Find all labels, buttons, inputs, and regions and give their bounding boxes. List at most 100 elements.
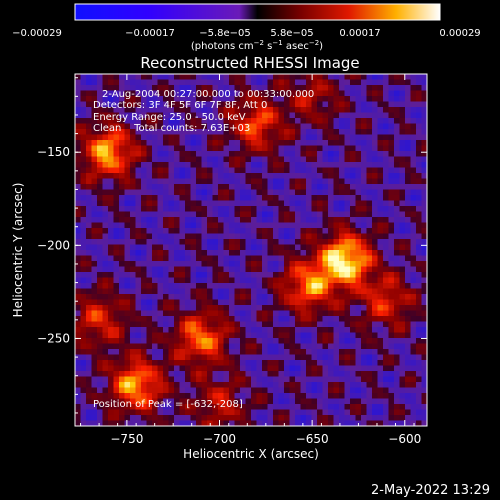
heatmap-cell xyxy=(207,178,213,185)
heatmap-cell xyxy=(152,96,158,102)
heatmap-cell xyxy=(306,327,312,333)
heatmap-cell xyxy=(240,151,246,157)
heatmap-cell xyxy=(355,387,362,394)
heatmap-cell xyxy=(377,140,384,146)
heatmap-cell xyxy=(168,156,175,163)
heatmap-cell xyxy=(361,112,367,119)
heatmap-cell xyxy=(196,376,202,383)
heatmap-cell xyxy=(245,420,252,427)
heatmap-cell xyxy=(394,272,400,278)
heatmap-cell xyxy=(366,299,373,306)
heatmap-cell xyxy=(251,151,257,157)
heatmap-cell xyxy=(179,118,186,124)
heatmap-cell xyxy=(256,123,263,130)
heatmap-cell xyxy=(262,266,268,273)
heatmap-cell xyxy=(416,398,422,405)
heatmap-cell xyxy=(256,211,263,218)
heatmap-cell xyxy=(218,305,224,311)
heatmap-cell xyxy=(405,365,411,372)
heatmap-cell xyxy=(86,349,92,355)
heatmap-cell xyxy=(179,327,186,333)
heatmap-cell xyxy=(273,415,279,421)
heatmap-cell xyxy=(179,404,186,410)
heatmap-cell xyxy=(201,217,208,223)
heatmap-cell xyxy=(207,184,213,190)
heatmap-cell xyxy=(388,178,395,185)
heatmap-cell xyxy=(311,393,318,399)
heatmap-cell xyxy=(179,420,186,427)
heatmap-cell xyxy=(311,261,318,267)
heatmap-cell xyxy=(284,360,290,366)
heatmap-cell xyxy=(185,211,191,218)
heatmap-cell xyxy=(251,112,257,119)
heatmap-cell xyxy=(388,145,395,152)
heatmap-cell xyxy=(190,294,197,300)
heatmap-cell xyxy=(394,90,400,97)
heatmap-cell xyxy=(278,96,285,102)
heatmap-cell xyxy=(196,343,202,350)
heatmap-cell xyxy=(179,85,186,91)
heatmap-cell xyxy=(306,294,312,300)
heatmap-cell xyxy=(212,239,219,245)
heatmap-cell xyxy=(333,156,340,163)
heatmap-cell xyxy=(328,382,334,388)
heatmap-cell xyxy=(278,360,285,366)
heatmap-cell xyxy=(240,134,246,141)
heatmap-cell xyxy=(410,349,417,355)
heatmap-cell xyxy=(179,272,186,278)
heatmap-cell xyxy=(157,167,164,174)
heatmap-cell xyxy=(124,162,131,168)
heatmap-cell xyxy=(372,151,378,157)
heatmap-cell xyxy=(201,239,208,245)
heatmap-cell xyxy=(157,409,164,416)
heatmap-cell xyxy=(108,376,114,383)
heatmap-cell xyxy=(416,184,422,190)
heatmap-cell xyxy=(377,195,384,201)
heatmap-cell xyxy=(234,118,241,124)
heatmap-cell xyxy=(284,299,290,306)
heatmap-cell xyxy=(350,283,356,289)
heatmap-cell xyxy=(229,178,235,185)
heatmap-cell xyxy=(119,261,125,267)
heatmap-cell xyxy=(190,178,197,185)
heatmap-cell xyxy=(317,211,323,218)
heatmap-cell xyxy=(300,250,307,256)
heatmap-cell xyxy=(344,228,351,234)
heatmap-cell xyxy=(80,140,87,146)
heatmap-cell xyxy=(394,79,400,86)
heatmap-cell xyxy=(86,112,92,119)
heatmap-cell xyxy=(135,288,142,295)
heatmap-cell xyxy=(328,338,334,344)
heatmap-cell xyxy=(163,387,169,394)
heatmap-cell xyxy=(146,233,153,240)
heatmap-cell xyxy=(218,294,224,300)
heatmap-cell xyxy=(377,316,384,322)
annotation-time: 2-Aug-2004 00:27:00.000 to 00:33:00.000 xyxy=(102,89,314,100)
heatmap-cell xyxy=(135,398,142,405)
heatmap-cell xyxy=(229,360,235,366)
heatmap-cell xyxy=(113,327,120,333)
heatmap-cell xyxy=(339,173,345,179)
heatmap-cell xyxy=(306,118,312,124)
heatmap-cell xyxy=(141,107,147,113)
heatmap-cell xyxy=(267,283,274,289)
heatmap-cell xyxy=(361,151,367,157)
heatmap-cell xyxy=(91,338,98,344)
heatmap-cell xyxy=(355,217,362,223)
heatmap-cell xyxy=(421,294,428,300)
heatmap-cell xyxy=(97,151,103,157)
heatmap-cell xyxy=(157,222,164,229)
heatmap-cell xyxy=(108,316,114,322)
heatmap-cell xyxy=(372,316,378,322)
heatmap-cell xyxy=(185,266,191,273)
heatmap-cell xyxy=(355,112,362,119)
heatmap-cell xyxy=(372,376,378,383)
heatmap-cell xyxy=(119,222,125,229)
heatmap-cell xyxy=(361,101,367,108)
heatmap-cell xyxy=(306,162,312,168)
heatmap-cell xyxy=(333,195,340,201)
heatmap-cell xyxy=(262,305,268,311)
heatmap-cell xyxy=(339,305,345,311)
heatmap-cell xyxy=(113,283,120,289)
heatmap-cell xyxy=(416,261,422,267)
